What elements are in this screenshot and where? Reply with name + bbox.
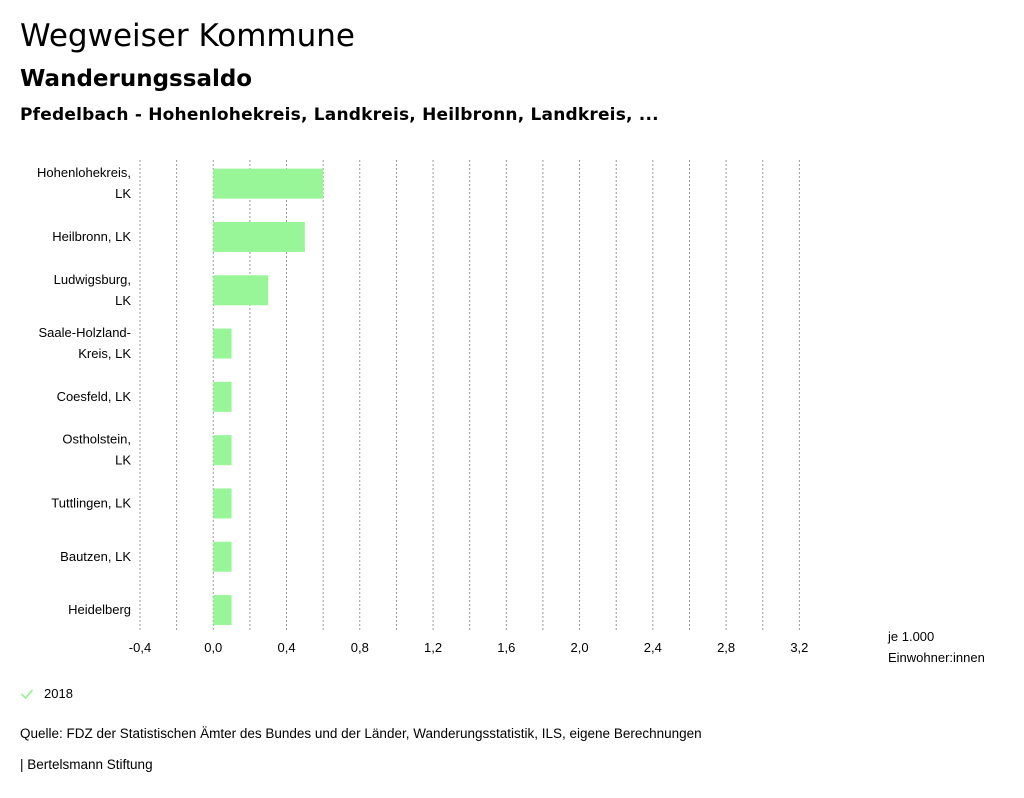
category-label: Ostholstein, LK [62, 432, 131, 468]
unit-label: Einwohner:innen [888, 650, 985, 665]
x-tick-label: 2,0 [571, 640, 589, 655]
bar-chart: -0,4 0,0 0,4 0,8 1,2 1,6 2,0 2,4 2,8 3,2 je 1.000 E… [37, 160, 985, 665]
bar [213, 328, 232, 359]
legend[interactable]: 2018 [20, 686, 73, 701]
x-tick-label: 1,6 [497, 640, 515, 655]
check-icon [21, 689, 33, 699]
bar [213, 275, 269, 306]
page-title: Wegweiser Kommune [20, 18, 355, 54]
category-label: Coesfeld, LK [57, 389, 132, 404]
legend-label: 2018 [44, 686, 73, 701]
region-label: Pfedelbach - Hohenlohekreis, Landkreis, … [20, 105, 659, 125]
bar [213, 168, 324, 199]
x-tick-label: 3,2 [790, 640, 808, 655]
x-tick-label: 2,8 [717, 640, 735, 655]
bar [213, 595, 232, 626]
x-tick-label: 2,4 [644, 640, 662, 655]
unit-label: je 1.000 [887, 629, 934, 644]
x-tick-label: 0,0 [204, 640, 222, 655]
bar [213, 381, 232, 412]
bar [213, 435, 232, 466]
x-tick-label: 0,8 [351, 640, 369, 655]
x-tick-label: 1,2 [424, 640, 442, 655]
x-tick-label: 0,4 [277, 640, 295, 655]
category-label: Ludwigsburg, LK [54, 272, 132, 308]
category-label: Heilbronn, LK [52, 229, 131, 244]
category-label: Saale-Holzland-Kreis, LK [39, 325, 132, 361]
chart-subtitle: Wanderungssaldo [20, 66, 253, 92]
publisher-note: | Bertelsmann Stiftung [20, 757, 153, 772]
x-tick-label: -0,4 [129, 640, 151, 655]
category-label: Hohenlohekreis, LK [37, 165, 131, 201]
source-note: Quelle: FDZ der Statistischen Ämter des … [20, 726, 702, 741]
category-label: Heidelberg [68, 602, 131, 617]
category-label: Bautzen, LK [60, 549, 131, 564]
category-label: Tuttlingen, LK [51, 495, 131, 510]
bar [213, 221, 305, 252]
bar [213, 488, 232, 519]
bar [213, 541, 232, 572]
